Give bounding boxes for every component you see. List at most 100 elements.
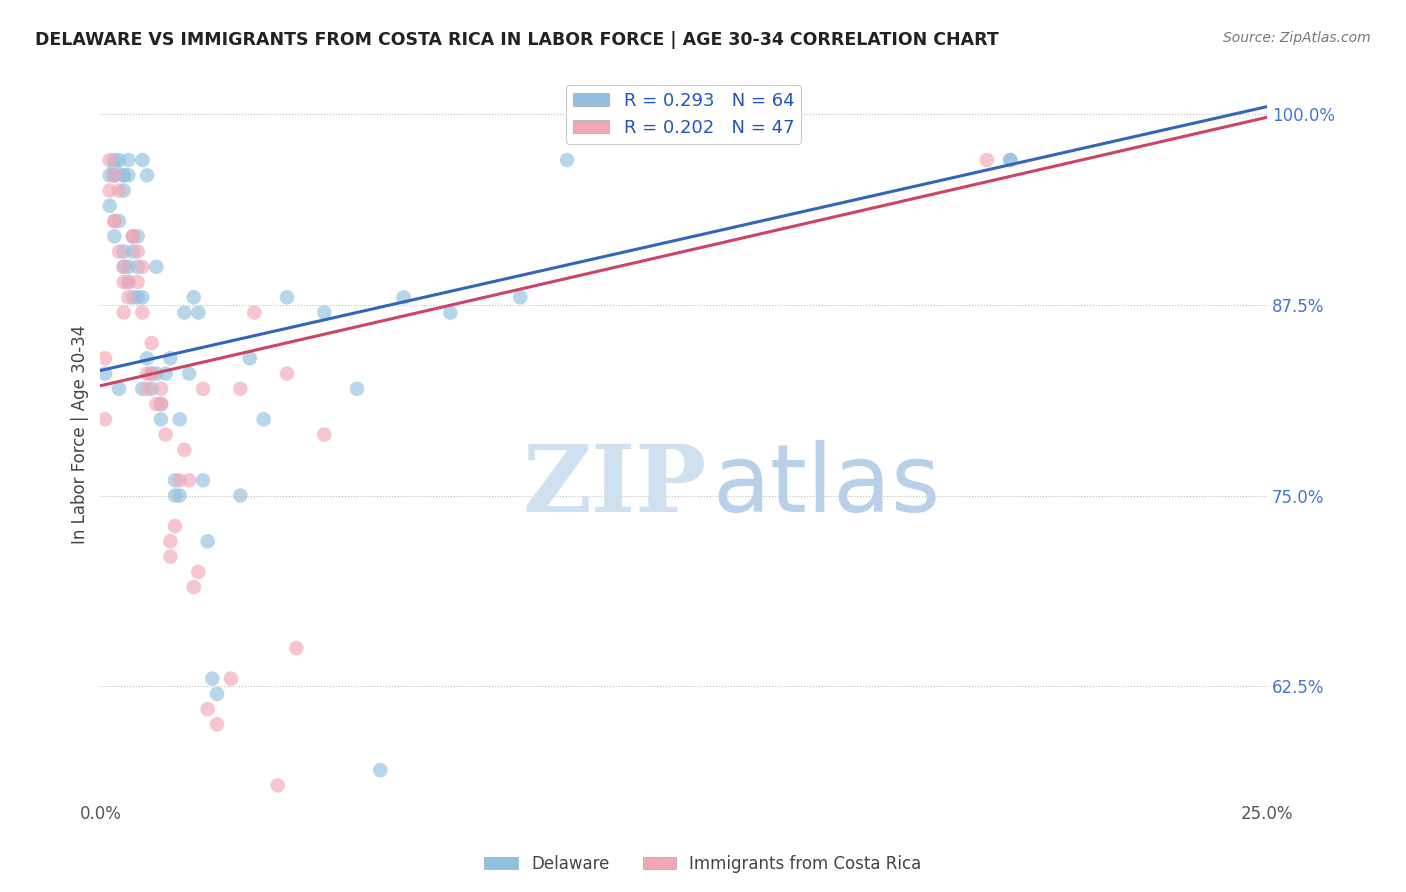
Point bbox=[136, 382, 159, 396]
Point bbox=[191, 382, 214, 396]
Point bbox=[108, 382, 131, 396]
Point bbox=[1000, 153, 1022, 167]
Point bbox=[346, 382, 368, 396]
Point bbox=[108, 214, 131, 228]
Point bbox=[169, 412, 191, 426]
Point bbox=[1000, 153, 1022, 167]
Point bbox=[159, 549, 181, 564]
Point bbox=[112, 260, 135, 274]
Point bbox=[112, 169, 135, 183]
Point bbox=[163, 473, 186, 487]
Point bbox=[131, 153, 153, 167]
Point bbox=[103, 214, 125, 228]
Point bbox=[122, 229, 145, 244]
Point bbox=[127, 260, 149, 274]
Point bbox=[117, 290, 139, 304]
Point bbox=[117, 275, 139, 289]
Point bbox=[131, 382, 153, 396]
Point bbox=[112, 244, 135, 259]
Point bbox=[127, 290, 149, 304]
Point bbox=[177, 473, 200, 487]
Point bbox=[314, 305, 336, 319]
Point bbox=[276, 290, 298, 304]
Point bbox=[122, 290, 145, 304]
Point bbox=[141, 367, 163, 381]
Point bbox=[103, 153, 125, 167]
Point bbox=[509, 290, 531, 304]
Point bbox=[117, 169, 139, 183]
Point bbox=[183, 290, 205, 304]
Point bbox=[187, 305, 209, 319]
Point bbox=[205, 717, 228, 731]
Point bbox=[136, 351, 159, 366]
Point bbox=[122, 229, 145, 244]
Point bbox=[103, 229, 125, 244]
Point bbox=[127, 229, 149, 244]
Point bbox=[94, 351, 117, 366]
Point bbox=[229, 489, 252, 503]
Point bbox=[976, 153, 998, 167]
Point bbox=[98, 199, 121, 213]
Point bbox=[131, 305, 153, 319]
Point bbox=[219, 672, 242, 686]
Point bbox=[94, 367, 117, 381]
Text: atlas: atlas bbox=[713, 440, 941, 532]
Point bbox=[103, 161, 125, 175]
Point bbox=[103, 169, 125, 183]
Point bbox=[314, 427, 336, 442]
Point bbox=[177, 367, 200, 381]
Point bbox=[285, 641, 308, 656]
Point bbox=[112, 184, 135, 198]
Text: ZIP: ZIP bbox=[523, 441, 707, 531]
Text: DELAWARE VS IMMIGRANTS FROM COSTA RICA IN LABOR FORCE | AGE 30-34 CORRELATION CH: DELAWARE VS IMMIGRANTS FROM COSTA RICA I… bbox=[35, 31, 998, 49]
Point bbox=[112, 275, 135, 289]
Point bbox=[253, 412, 276, 426]
Point bbox=[239, 351, 262, 366]
Point bbox=[159, 534, 181, 549]
Point bbox=[112, 305, 135, 319]
Point bbox=[127, 244, 149, 259]
Point bbox=[145, 260, 167, 274]
Point bbox=[141, 382, 163, 396]
Y-axis label: In Labor Force | Age 30-34: In Labor Force | Age 30-34 bbox=[72, 325, 89, 544]
Point bbox=[98, 169, 121, 183]
Point bbox=[141, 336, 163, 351]
Point bbox=[112, 169, 135, 183]
Point bbox=[555, 153, 578, 167]
Point bbox=[183, 580, 205, 594]
Point bbox=[197, 702, 219, 716]
Legend: Delaware, Immigrants from Costa Rica: Delaware, Immigrants from Costa Rica bbox=[478, 848, 928, 880]
Point bbox=[103, 214, 125, 228]
Point bbox=[122, 244, 145, 259]
Point bbox=[117, 153, 139, 167]
Point bbox=[112, 260, 135, 274]
Point bbox=[229, 382, 252, 396]
Point bbox=[191, 473, 214, 487]
Point bbox=[150, 397, 173, 411]
Legend: R = 0.293   N = 64, R = 0.202   N = 47: R = 0.293 N = 64, R = 0.202 N = 47 bbox=[565, 85, 801, 145]
Point bbox=[266, 778, 288, 792]
Point bbox=[127, 275, 149, 289]
Point bbox=[150, 397, 173, 411]
Point bbox=[108, 244, 131, 259]
Point bbox=[150, 382, 173, 396]
Text: Source: ZipAtlas.com: Source: ZipAtlas.com bbox=[1223, 31, 1371, 45]
Point bbox=[145, 367, 167, 381]
Point bbox=[108, 153, 131, 167]
Point bbox=[131, 290, 153, 304]
Point bbox=[136, 169, 159, 183]
Point bbox=[173, 442, 195, 457]
Point bbox=[141, 367, 163, 381]
Point bbox=[197, 534, 219, 549]
Point bbox=[169, 489, 191, 503]
Point bbox=[98, 184, 121, 198]
Point bbox=[169, 473, 191, 487]
Point bbox=[131, 260, 153, 274]
Point bbox=[103, 169, 125, 183]
Point bbox=[173, 305, 195, 319]
Point bbox=[243, 305, 266, 319]
Point bbox=[439, 305, 461, 319]
Point bbox=[155, 367, 177, 381]
Point bbox=[159, 351, 181, 366]
Point bbox=[187, 565, 209, 579]
